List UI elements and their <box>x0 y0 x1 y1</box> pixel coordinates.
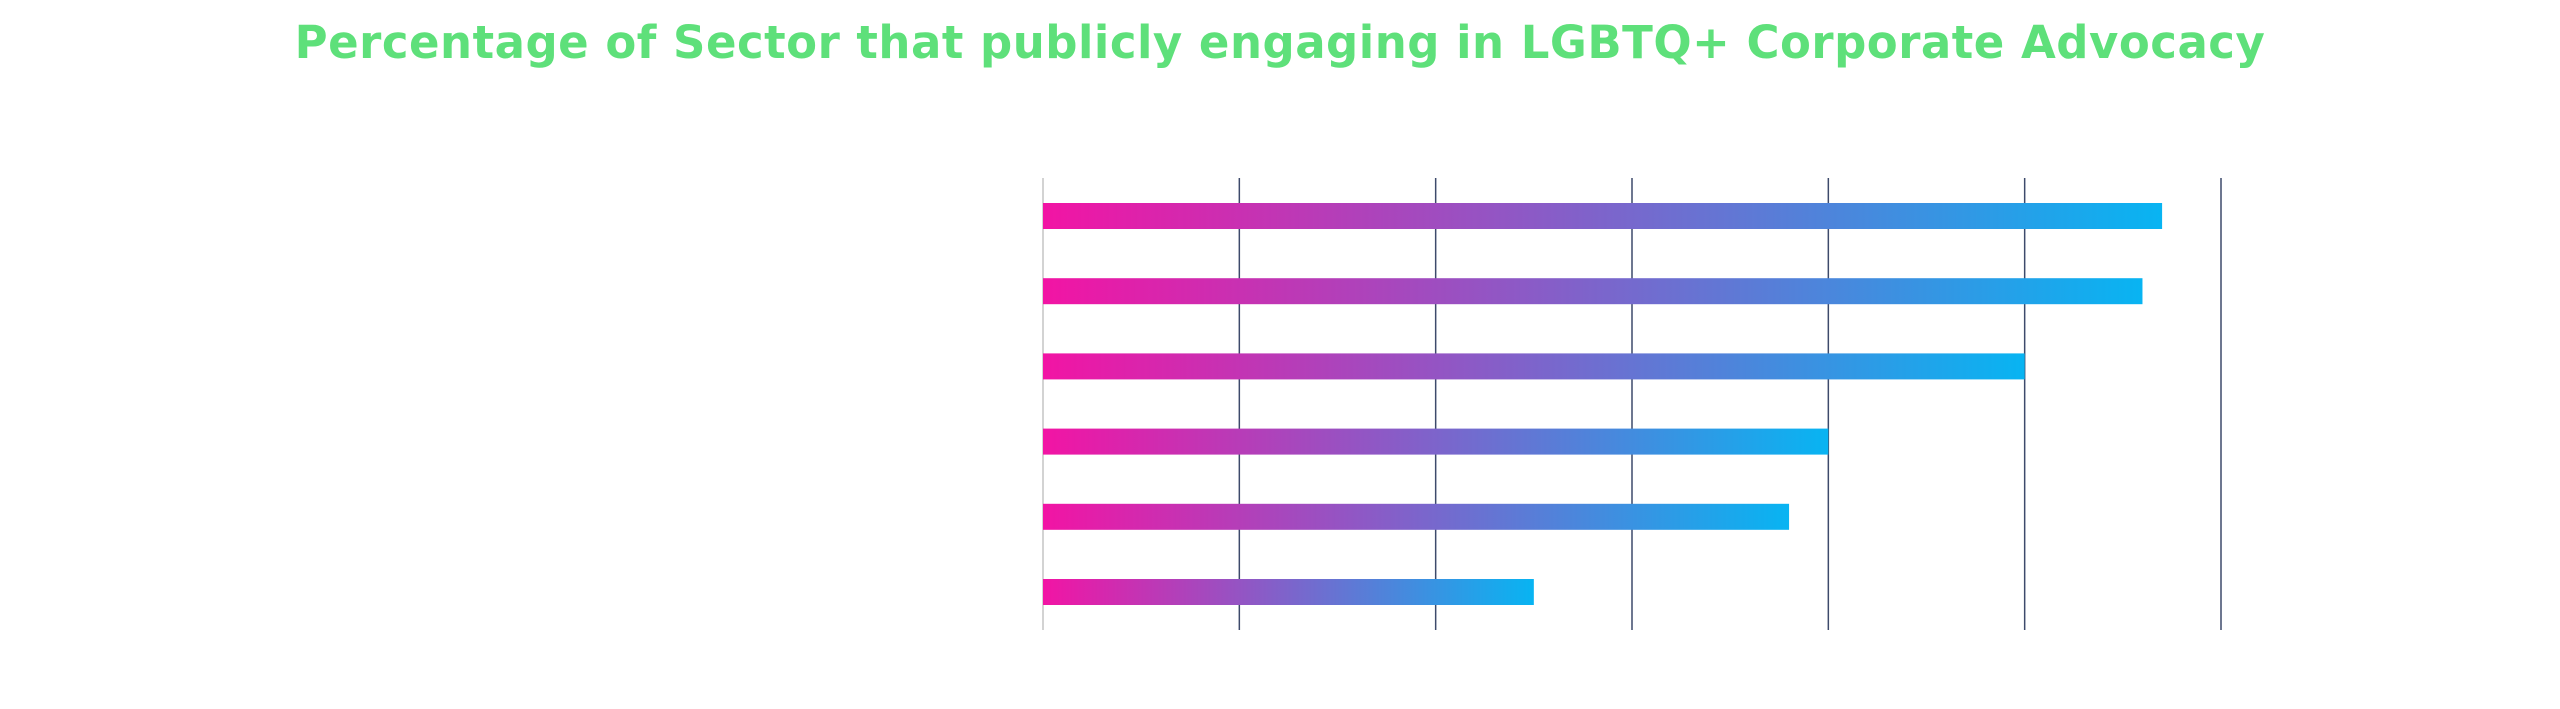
bar <box>1043 353 2025 380</box>
bar <box>1043 579 1534 605</box>
bar <box>1043 203 2163 229</box>
bar <box>1043 428 1829 455</box>
bar <box>1043 503 1790 530</box>
chart-title: Percentage of Sector that publicly engag… <box>294 16 2266 69</box>
gridlines <box>1042 178 2222 630</box>
bars <box>1043 203 2163 605</box>
bar <box>1043 278 2143 305</box>
